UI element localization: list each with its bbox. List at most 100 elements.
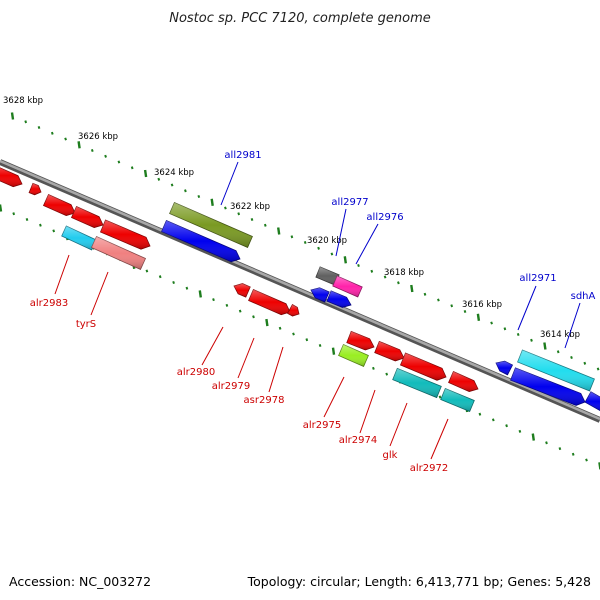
gene-feature-shading xyxy=(332,276,363,297)
ruler-minor-tick xyxy=(385,372,389,376)
gene-feature-shading xyxy=(71,206,103,228)
ruler-minor-tick xyxy=(450,304,454,308)
ruler-minor-tick xyxy=(357,263,360,268)
ruler-label: 3620 kbp xyxy=(307,236,347,246)
gene-feature-cyan-all2971[interactable] xyxy=(517,349,595,392)
ruler-minor-tick xyxy=(317,246,320,250)
ruler-minor-tick xyxy=(25,217,29,222)
gene-label-alr2980: alr2980 xyxy=(177,367,215,378)
ruler-minor-tick xyxy=(225,303,229,307)
gene-feature-cyan-a[interactable] xyxy=(61,225,97,251)
gene-feature-red-a[interactable] xyxy=(0,165,23,188)
gene-label-alr2974: alr2974 xyxy=(339,435,377,446)
gene-feature-red-i[interactable] xyxy=(346,330,375,351)
gene-label-all2971: all2971 xyxy=(519,273,556,284)
gene-label-alr2972: alr2972 xyxy=(410,463,448,474)
ruler-minor-tick xyxy=(64,137,67,141)
ruler-minor-tick xyxy=(37,125,41,130)
gene-labels: all2981 all2977 all2976 all2971 sdhA alr… xyxy=(30,150,596,474)
ruler-major-tick xyxy=(531,433,535,441)
ruler-minor-tick xyxy=(145,269,149,273)
ruler-minor-tick xyxy=(185,286,189,290)
gene-label-asr2978: asr2978 xyxy=(244,395,285,406)
gene-feature-blue-a[interactable] xyxy=(161,219,241,263)
ruler-minor-tick xyxy=(596,367,600,371)
gene-feature-red-e[interactable] xyxy=(99,219,151,250)
gene-feature-blue-e[interactable] xyxy=(510,367,586,406)
ruler-major-tick xyxy=(343,256,347,264)
ruler-minor-tick xyxy=(172,280,175,285)
gene-feature-teal-glk[interactable] xyxy=(392,367,442,399)
gene-feature-shading xyxy=(326,290,351,308)
gene-feature-blue-b[interactable] xyxy=(310,287,330,303)
gene-feature-red-j[interactable] xyxy=(374,340,405,362)
leader-line xyxy=(389,402,408,447)
kbp-ruler-labels: 3628 kbp 3626 kbp 3624 kbp 3622 kbp 3620… xyxy=(3,96,580,340)
gene-feature-shading xyxy=(346,331,374,350)
ruler-label: 3618 kbp xyxy=(384,268,424,278)
ruler-minor-tick xyxy=(303,240,307,245)
ruler-minor-tick xyxy=(290,235,294,239)
ruler-minor-tick xyxy=(518,429,522,433)
ruler-major-tick xyxy=(277,227,281,235)
ruler-label: 3628 kbp xyxy=(3,96,43,106)
ruler-major-tick xyxy=(143,169,148,178)
ruler-minor-tick xyxy=(491,418,495,422)
ruler-minor-tick xyxy=(585,458,588,462)
gene-feature-teal-alr2972[interactable] xyxy=(440,387,475,413)
gene-label-all2976: all2976 xyxy=(366,212,403,223)
gene-feature-red-d[interactable] xyxy=(70,205,104,229)
ruler-minor-tick xyxy=(516,332,520,337)
gene-label-alr2975: alr2975 xyxy=(303,420,341,431)
ruler-major-tick xyxy=(476,313,481,321)
gene-feature-blue-f[interactable] xyxy=(584,391,600,412)
gene-feature-magenta-all2976[interactable] xyxy=(332,275,363,298)
gene-feature-red-k[interactable] xyxy=(399,352,447,381)
gene-feature-red-c[interactable] xyxy=(42,193,76,217)
leader-line xyxy=(201,326,224,366)
gene-feature-lime-alr2975[interactable] xyxy=(338,343,369,368)
gene-label-alr2983: alr2983 xyxy=(30,298,68,309)
gene-feature-shading xyxy=(43,194,75,216)
ruler-minor-tick xyxy=(370,269,374,273)
ruler-minor-tick xyxy=(238,309,242,313)
gene-label-alr2979: alr2979 xyxy=(212,381,250,392)
gene-feature-red-g[interactable] xyxy=(248,288,291,316)
gene-feature-gray-all2977[interactable] xyxy=(315,266,340,286)
ruler-minor-tick xyxy=(158,275,162,279)
gene-feature-shading xyxy=(248,289,290,315)
ruler-minor-tick xyxy=(39,223,42,227)
ruler-minor-tick xyxy=(90,148,94,153)
ruler-major-tick xyxy=(210,198,214,206)
gene-feature-shading xyxy=(315,266,340,286)
gene-feature-olive-all2981[interactable] xyxy=(169,201,253,249)
ruler-minor-tick xyxy=(556,350,560,354)
leader-line xyxy=(335,208,347,257)
gene-feature-red-h[interactable] xyxy=(287,304,300,317)
leader-line xyxy=(268,346,284,393)
gene-feature-shading xyxy=(91,236,146,270)
gene-feature-red-f[interactable] xyxy=(233,283,251,298)
ruler-minor-tick xyxy=(263,223,267,227)
gene-feature-blue-d[interactable] xyxy=(495,360,514,376)
leader-line xyxy=(237,337,255,379)
ruler-minor-tick xyxy=(237,212,241,216)
gene-label-all2981: all2981 xyxy=(224,150,261,161)
gene-feature-red-b[interactable] xyxy=(28,182,42,196)
gene-feature-blue-c[interactable] xyxy=(326,290,352,308)
gene-label-tyrS: tyrS xyxy=(76,319,96,330)
gene-feature-red-l[interactable] xyxy=(448,370,479,393)
leader-line xyxy=(323,376,345,418)
ruler-minor-tick xyxy=(197,194,201,199)
ruler-minor-tick xyxy=(250,217,254,222)
gene-feature-shading xyxy=(448,371,478,392)
gene-feature-pink-tyrS[interactable] xyxy=(90,235,147,271)
gene-feature-shading xyxy=(400,353,446,381)
genome-summary-text: Topology: circular; Length: 6,413,771 bp… xyxy=(247,574,591,589)
ruler-minor-tick xyxy=(438,395,442,399)
ruler-label: 3624 kbp xyxy=(154,168,194,178)
ruler-major-tick xyxy=(10,112,15,120)
gene-feature-shading xyxy=(585,391,600,411)
ruler-minor-tick xyxy=(52,229,56,233)
ruler-major-tick xyxy=(77,141,81,149)
